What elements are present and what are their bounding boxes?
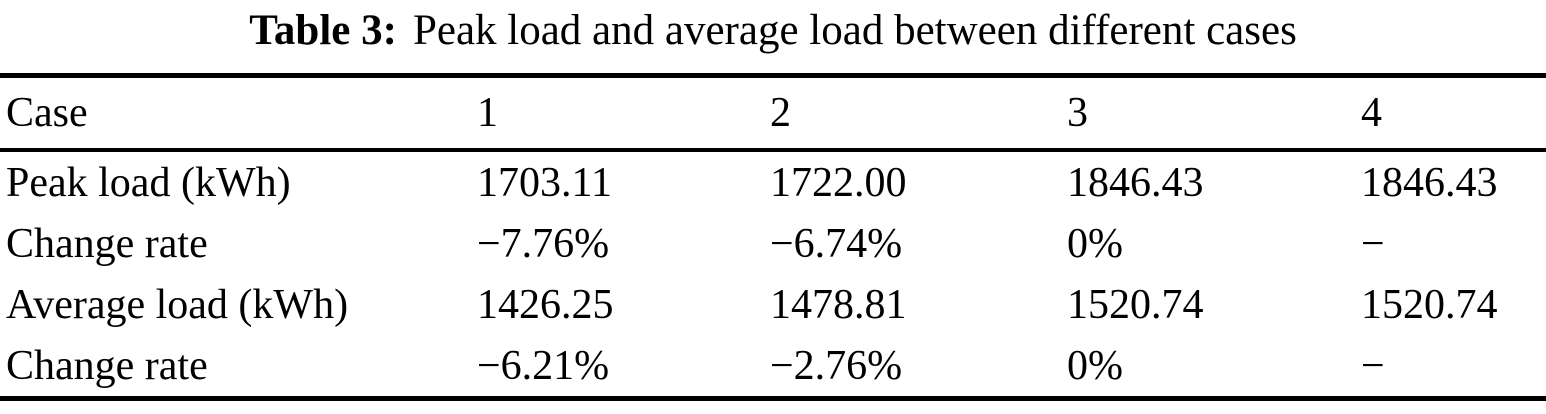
cell-value: 1703.11 <box>477 159 612 206</box>
table-row-average-load: Average load (kWh) 1426.25 1478.81 1520.… <box>0 274 1546 335</box>
cell-value: 1846.43 <box>1067 159 1204 206</box>
table-caption-number: Table 3: <box>249 7 397 54</box>
row-label: Average load (kWh) <box>6 281 349 328</box>
cell-value: 0% <box>1067 220 1123 267</box>
column-header-case: Case <box>6 90 88 136</box>
cell-value: − <box>1361 220 1385 267</box>
cell-value: 1520.74 <box>1067 281 1204 328</box>
table-caption-text: Peak load and average load between diffe… <box>412 7 1297 54</box>
column-header-case-1: 1 <box>477 90 498 136</box>
load-comparison-table: Case 1 2 3 4 Peak load (kWh) 1703.11 172… <box>0 73 1546 401</box>
column-header-case-2: 2 <box>770 90 791 136</box>
cell-value: −6.21% <box>477 342 610 389</box>
table-caption: Table 3: Peak load and average load betwe… <box>0 2 1546 60</box>
column-header-case-3: 3 <box>1067 90 1088 136</box>
cell-value: 1478.81 <box>770 281 907 328</box>
cell-value: − <box>1361 342 1385 389</box>
column-header-case-4: 4 <box>1361 90 1382 136</box>
cell-value: −2.76% <box>770 342 903 389</box>
cell-value: 1426.25 <box>477 281 614 328</box>
cell-value: −6.74% <box>770 220 903 267</box>
cell-value: −7.76% <box>477 220 610 267</box>
table-row-average-change-rate: Change rate −6.21% −2.76% 0% − <box>0 335 1546 399</box>
header-row: Case 1 2 3 4 <box>0 76 1546 150</box>
table-row-peak-change-rate: Change rate −7.76% −6.74% 0% − <box>0 213 1546 274</box>
cell-value: 1846.43 <box>1361 159 1498 206</box>
cell-value: 1520.74 <box>1361 281 1498 328</box>
cell-value: 1722.00 <box>770 159 907 206</box>
row-label: Change rate <box>6 342 208 389</box>
table-row-peak-load: Peak load (kWh) 1703.11 1722.00 1846.43 … <box>0 150 1546 213</box>
row-label: Change rate <box>6 220 208 267</box>
row-label: Peak load (kWh) <box>6 159 291 206</box>
cell-value: 0% <box>1067 342 1123 389</box>
